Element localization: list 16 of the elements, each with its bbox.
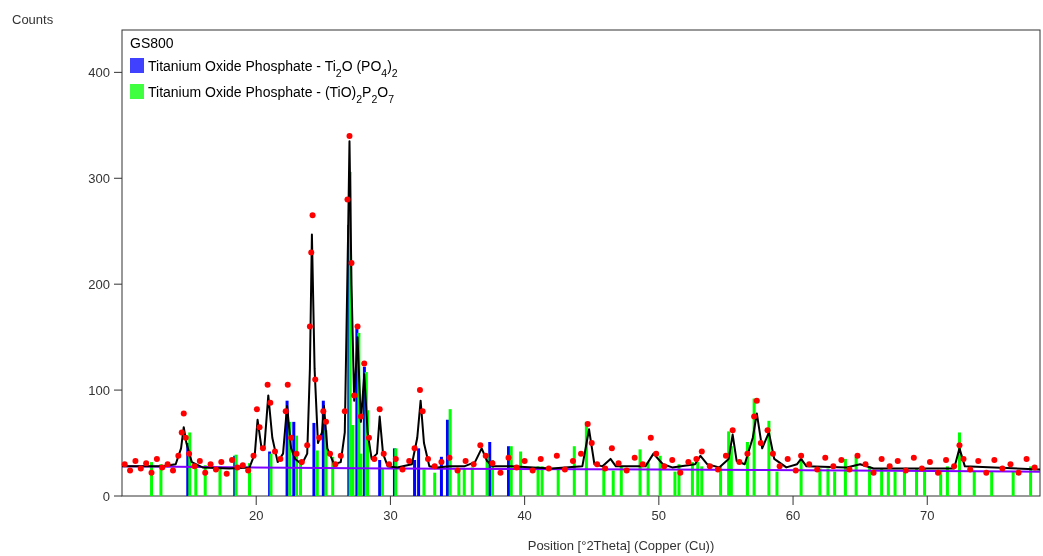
y-tick-label: 300 [88,170,110,186]
y-tick-label: 400 [88,64,110,80]
legend-label: Titanium Oxide Phosphate - (TiO)$_{2}$P$_{2}$O$_{7}$ [148,84,395,105]
legend-title: GS800 [130,35,174,51]
y-tick-label: 0 [102,488,110,504]
legend-label: Titanium Oxide Phosphate - Ti$_{2}$O (PO$_{4}$)$_{2}$ [148,58,398,79]
y-axis-title: Counts [12,12,54,27]
x-axis-title: Position [°2Theta] (Copper (Cu)) [527,538,715,553]
x-tick-label: 50 [651,508,667,523]
x-tick-label: 40 [517,508,532,523]
y-tick-label: 100 [88,382,110,398]
x-tick-label: 60 [785,508,801,523]
y-tick-label: 200 [88,276,110,292]
x-tick-label: 20 [248,508,264,523]
x-tick-label: 30 [383,508,398,523]
x-tick-label: 70 [920,508,935,523]
